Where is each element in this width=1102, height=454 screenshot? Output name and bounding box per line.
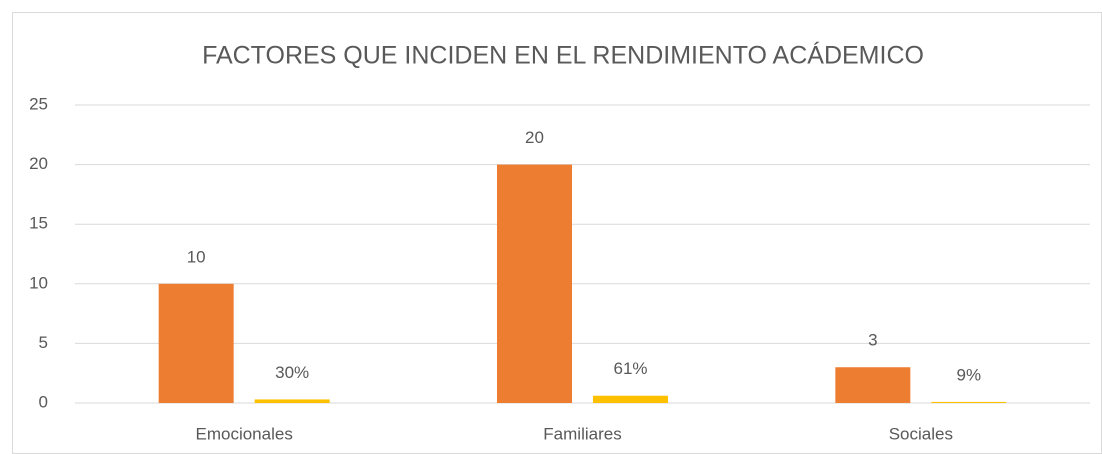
y-tick-label: 15 <box>29 214 48 233</box>
data-label: 20 <box>525 128 544 147</box>
data-label: 3 <box>868 331 877 350</box>
x-tick-label: Familiares <box>543 424 621 443</box>
data-label: 61% <box>613 359 647 378</box>
y-tick-label: 5 <box>39 333 48 352</box>
bar <box>835 367 911 403</box>
data-label: 9% <box>957 365 982 384</box>
bar <box>497 164 572 403</box>
y-tick-label: 20 <box>29 154 48 173</box>
y-tick-label: 25 <box>29 94 48 113</box>
bar <box>931 401 1007 403</box>
bar <box>593 395 668 403</box>
data-label: 30% <box>275 363 309 382</box>
x-tick-label: Sociales <box>889 424 953 443</box>
y-tick-label: 0 <box>39 392 48 411</box>
bar <box>254 399 330 403</box>
bar <box>158 283 234 403</box>
x-tick-label: Emocionales <box>196 424 293 443</box>
chart-title: FACTORES QUE INCIDEN EN EL RENDIMIENTO A… <box>202 41 924 70</box>
data-label: 10 <box>187 247 206 266</box>
y-tick-label: 10 <box>29 273 48 292</box>
